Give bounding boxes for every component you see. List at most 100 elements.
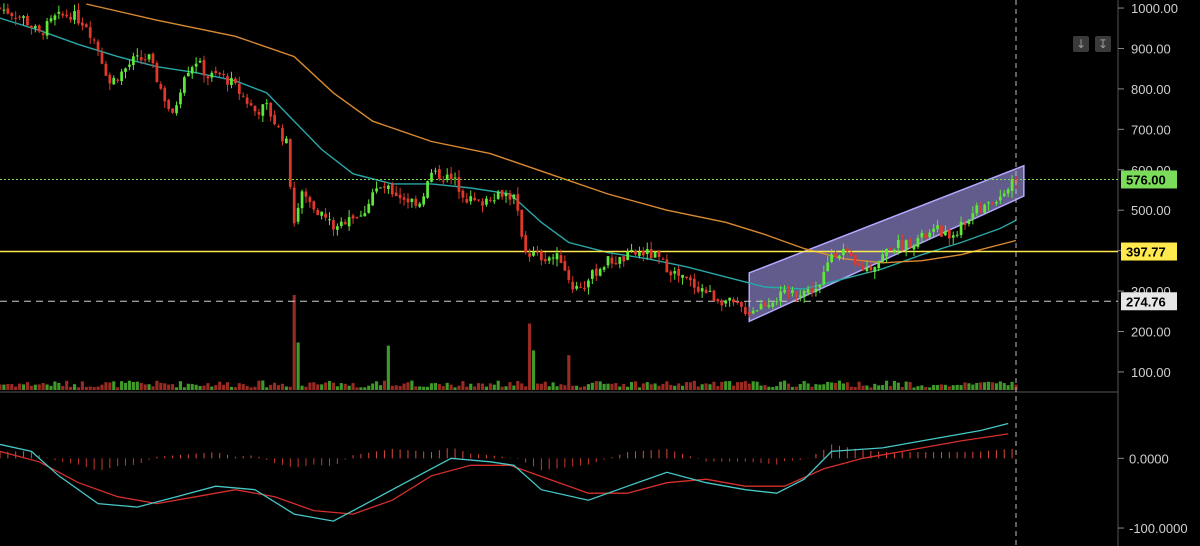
volume-bar	[461, 381, 465, 390]
candle-body	[249, 103, 253, 106]
candle-body	[198, 60, 202, 63]
volume-bar	[673, 385, 677, 390]
volume-bar	[830, 382, 834, 390]
volume-bar	[225, 382, 230, 390]
volume-bar	[590, 382, 594, 390]
candle-body	[300, 191, 304, 209]
candle-body	[332, 220, 335, 230]
volume-bar	[665, 381, 669, 390]
candle-body	[328, 219, 331, 221]
volume-bar	[947, 386, 951, 390]
volume-bar	[41, 382, 45, 390]
volume-bar	[775, 386, 779, 390]
volume-bar	[767, 386, 771, 390]
volume-bar	[245, 385, 249, 390]
volume-bar	[18, 383, 22, 390]
candle-body	[794, 291, 798, 296]
volume-bar	[108, 382, 112, 390]
candle-body	[390, 184, 394, 195]
candle-body	[940, 225, 943, 237]
volume-bar	[575, 385, 579, 390]
candlesticks	[0, 3, 1018, 318]
volume-bar	[606, 383, 610, 390]
candle-body	[685, 276, 688, 279]
candle-body	[351, 215, 355, 219]
candle-body	[622, 256, 626, 262]
candle-body	[485, 198, 488, 205]
volume-bar	[531, 350, 536, 390]
candle-body	[861, 265, 865, 271]
candle-body	[740, 301, 743, 307]
volume-bar	[6, 383, 10, 390]
candle-body	[532, 251, 535, 256]
candle-body	[838, 255, 841, 259]
volume-bar	[912, 387, 916, 390]
volume-bar	[614, 383, 618, 390]
candle-body	[10, 13, 14, 17]
volume-bar	[10, 384, 14, 390]
volume-bar	[163, 383, 167, 390]
volume-bar	[786, 383, 791, 390]
price-axis: 1000.00900.00800.00700.00600.00500.00400…	[1118, 1, 1188, 536]
candle-body	[457, 177, 461, 192]
volume-bar	[300, 385, 304, 390]
candle-body	[371, 192, 375, 206]
volume-bar	[131, 381, 135, 390]
volume-bar	[453, 387, 457, 390]
candle-body	[202, 60, 206, 76]
volume-bar	[916, 386, 920, 390]
price-channel[interactable]	[748, 164, 1025, 323]
candle-body	[587, 280, 590, 288]
candle-body	[245, 97, 249, 104]
volume-bar	[437, 384, 441, 390]
volume-bar	[327, 380, 332, 390]
volume-bar	[280, 383, 285, 390]
candle-body	[641, 250, 645, 256]
candle-body	[920, 232, 924, 238]
volume-bar	[696, 386, 700, 390]
price-channel-band[interactable]	[748, 164, 1025, 323]
volume-bar	[449, 384, 453, 390]
expand-icon[interactable]: ↧	[1095, 36, 1111, 52]
volume-bar	[528, 323, 532, 390]
candle-body	[712, 290, 716, 302]
volume-bar	[441, 386, 445, 390]
candle-body	[783, 289, 786, 293]
volume-bar	[649, 384, 653, 390]
volume-bar	[755, 381, 759, 390]
candle-body	[543, 259, 547, 262]
arrow-down-icon[interactable]: ↓	[1073, 36, 1089, 52]
volume-bar	[398, 386, 402, 390]
candle-body	[787, 287, 790, 295]
volume-bar	[378, 385, 383, 390]
candle-body	[653, 251, 657, 258]
volume-bar	[382, 380, 386, 390]
candle-body	[630, 249, 633, 251]
candle-body	[524, 235, 528, 253]
volume-bar	[292, 295, 296, 390]
volume-bar	[700, 384, 704, 390]
candle-body	[143, 59, 147, 61]
candle-body	[983, 204, 986, 213]
candle-body	[14, 17, 18, 19]
candle-body	[206, 76, 210, 79]
candle-body	[320, 211, 324, 216]
candle-body	[947, 229, 951, 239]
candle-body	[492, 200, 496, 202]
volume-bar	[979, 382, 983, 390]
candle-body	[363, 213, 367, 217]
volume-bar	[626, 386, 630, 390]
volume-bar	[261, 380, 265, 390]
price-tick-label: 1000.00	[1131, 1, 1178, 16]
volume-bar	[386, 345, 390, 390]
horizontal-levels[interactable]	[0, 178, 1118, 302]
volume-bar	[857, 381, 861, 390]
volume-bar	[104, 382, 108, 390]
volume-bar	[630, 381, 634, 390]
volume-bar	[881, 385, 885, 390]
candle-body	[873, 266, 877, 272]
volume-bar	[469, 383, 473, 390]
volume-bar	[900, 386, 904, 390]
volume-bar	[351, 383, 355, 390]
